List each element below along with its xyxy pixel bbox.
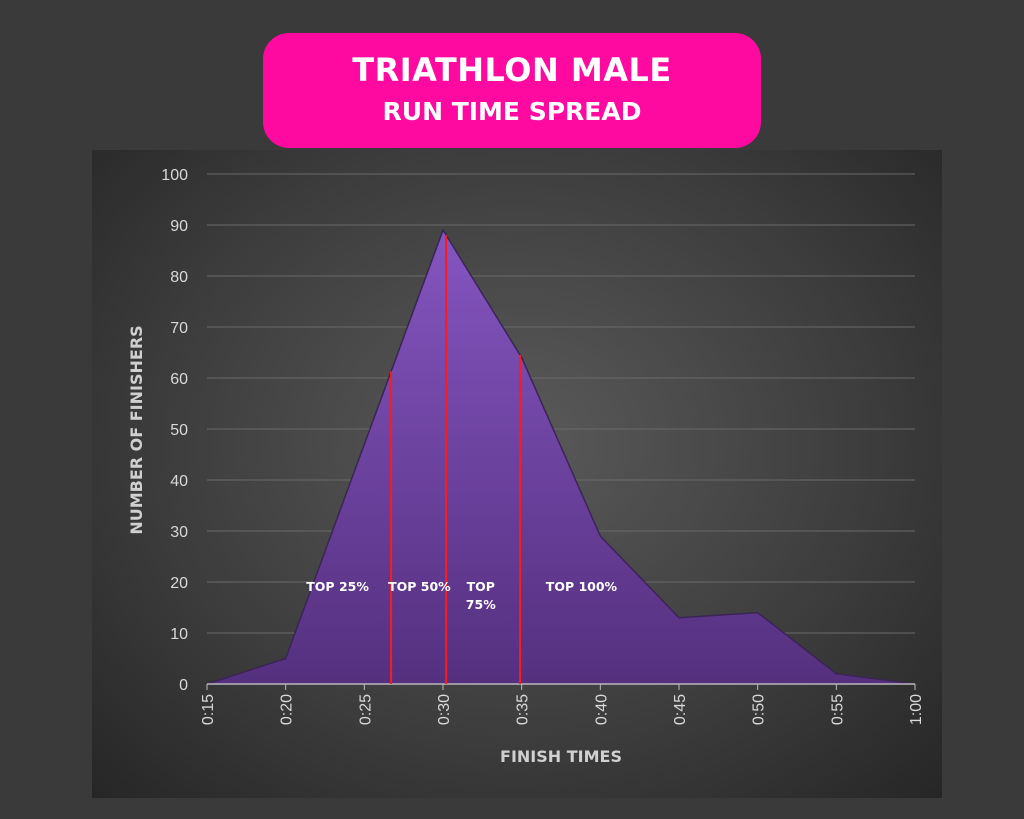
x-tick-label: 0:50: [751, 694, 768, 725]
y-tick-label: 10: [170, 626, 188, 643]
y-axis-title: NUMBER OF FINISHERS: [127, 325, 146, 534]
y-tick-label: 60: [170, 371, 188, 388]
y-tick-label: 70: [170, 320, 188, 337]
percentile-annotation: TOP 25%: [306, 579, 369, 594]
title-line-2: RUN TIME SPREAD: [382, 97, 642, 126]
x-tick-label: 0:55: [829, 694, 846, 725]
title-line-1: TRIATHLON MALE: [352, 51, 672, 89]
y-tick-label: 0: [179, 677, 188, 694]
y-tick-label: 90: [170, 218, 188, 235]
x-tick-label: 0:15: [200, 694, 217, 725]
y-tick-label: 100: [161, 167, 188, 184]
percentile-annotation: TOP 100%: [546, 579, 618, 594]
chart-title-banner: TRIATHLON MALE RUN TIME SPREAD: [263, 33, 761, 148]
x-tick-label: 1:00: [908, 694, 925, 725]
x-tick-label: 0:35: [515, 694, 532, 725]
x-tick-label: 0:25: [357, 694, 374, 725]
area-series: [206, 228, 916, 685]
percentile-annotation: TOP 50%: [388, 579, 451, 594]
x-tick-label: 0:20: [279, 694, 296, 725]
x-tick-label: 0:40: [593, 694, 610, 725]
y-tick-label: 50: [170, 422, 188, 439]
y-tick-label: 30: [170, 524, 188, 541]
x-tick-label: 0:30: [436, 694, 453, 725]
x-tick-label: 0:45: [672, 694, 689, 725]
percentile-annotation: TOP: [467, 579, 495, 594]
y-tick-label: 20: [170, 575, 188, 592]
y-tick-label: 40: [170, 473, 188, 490]
percentile-annotation: 75%: [466, 597, 496, 612]
x-axis-title: FINISH TIMES: [500, 747, 622, 766]
y-tick-label: 80: [170, 269, 188, 286]
